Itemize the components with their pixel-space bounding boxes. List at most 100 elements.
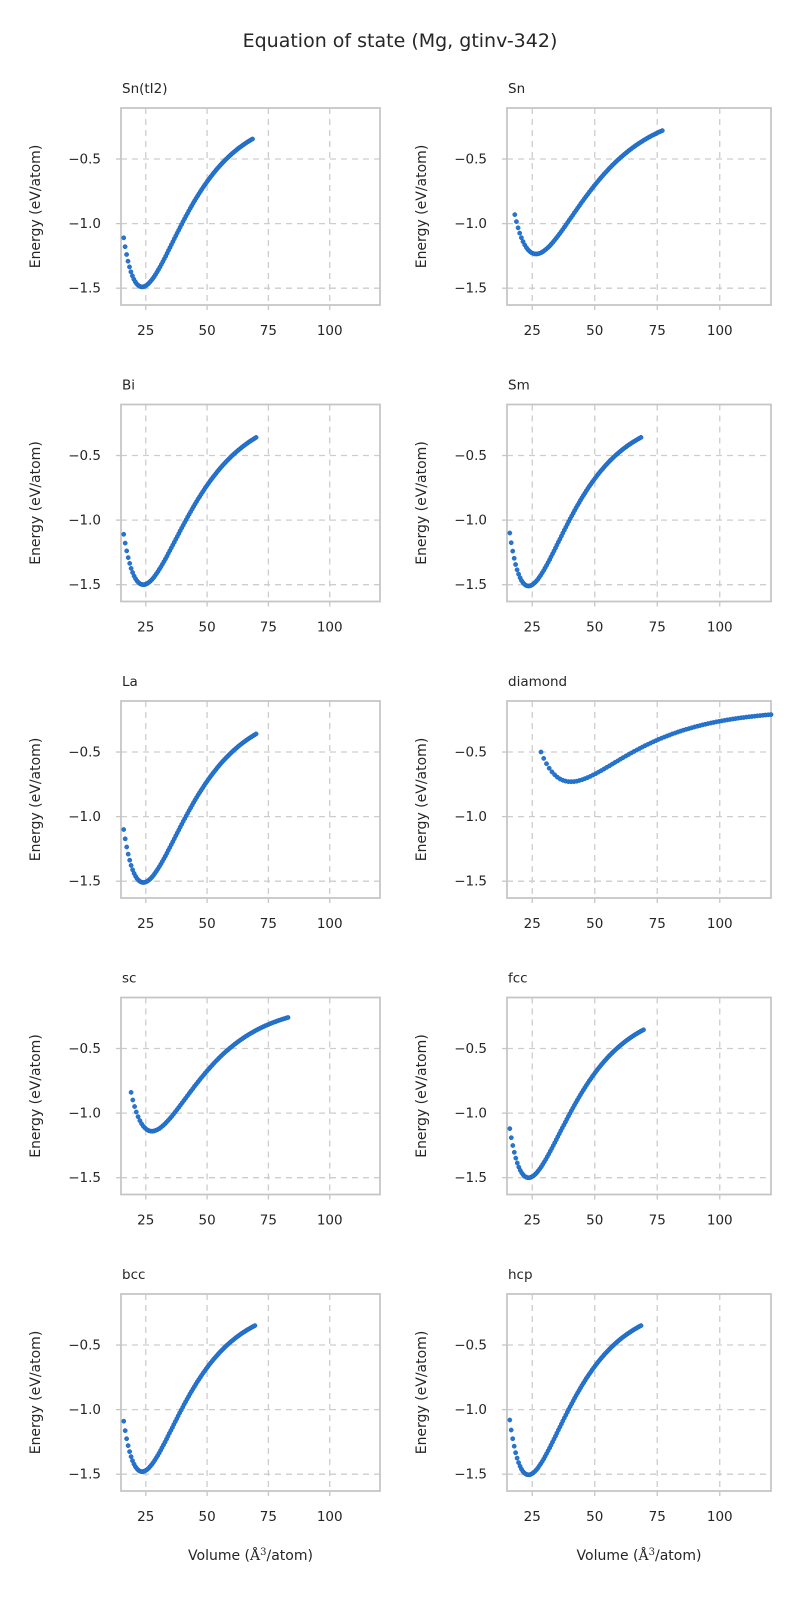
y-tick-label: −0.5 xyxy=(454,152,487,168)
data-point xyxy=(125,258,131,264)
data-point xyxy=(541,756,547,761)
grid-lines xyxy=(121,1294,380,1491)
data-point xyxy=(127,857,133,863)
scatter-series xyxy=(121,1323,258,1474)
y-tick-label: −1.0 xyxy=(454,216,487,232)
x-tick-label: 100 xyxy=(707,620,733,636)
data-point xyxy=(544,761,549,767)
data-point xyxy=(515,225,521,231)
plot-border xyxy=(506,996,772,1196)
grid-lines xyxy=(507,404,771,602)
data-point xyxy=(128,1454,134,1459)
subplot-bcc: bcc 25 50 75 100 −0.5 −1.0 −1.5 Energy (eV/atom)… xyxy=(28,1267,381,1564)
data-point xyxy=(124,548,130,554)
plot-border xyxy=(506,700,772,899)
x-tick-label: 50 xyxy=(198,1509,215,1525)
subplot-title: bcc xyxy=(122,1267,145,1283)
subplot-sm: Sm 25 50 75 100 −0.5 −1.0 −1.5 Energy (eV/atom) xyxy=(414,378,772,636)
x-tick-label: 25 xyxy=(137,620,154,636)
data-point xyxy=(549,769,555,775)
subplot-bi: Bi 25 50 75 100 −0.5 −1.0 −1.5 Energy (eV/atom) xyxy=(28,378,381,636)
plot-border xyxy=(506,1293,772,1492)
data-point xyxy=(514,1455,520,1461)
scatter-series xyxy=(128,1015,291,1134)
plot-border xyxy=(120,107,381,306)
data-point xyxy=(128,566,134,571)
y-tick-label: −1.5 xyxy=(68,281,101,297)
data-point xyxy=(125,1443,131,1448)
subplot-hcp: hcp 25 50 75 100 −0.5 −1.0 −1.5 Energy (eV/atom)… xyxy=(414,1267,772,1564)
y-axis-label: Energy (eV/atom) xyxy=(414,441,430,565)
data-point xyxy=(127,561,133,566)
x-tick-label: 50 xyxy=(198,916,215,932)
grid-lines xyxy=(121,997,380,1195)
y-tick-label: −1.5 xyxy=(454,1170,487,1186)
y-axis-label: Energy (eV/atom) xyxy=(414,1331,430,1455)
x-tick-label: 100 xyxy=(317,1509,343,1525)
scatter-series xyxy=(512,128,665,257)
x-tick-label: 25 xyxy=(137,916,154,932)
x-tick-label: 50 xyxy=(198,620,215,636)
figure-title: Equation of state (Mg, gtinv-342) xyxy=(243,30,558,52)
data-point xyxy=(638,1323,644,1328)
y-axis-label: Energy (eV/atom) xyxy=(28,1331,44,1455)
x-tick-label: 100 xyxy=(317,1213,343,1229)
data-point xyxy=(121,827,127,832)
x-tick-label: 25 xyxy=(524,1509,541,1525)
x-tick-label: 100 xyxy=(317,916,343,932)
data-point xyxy=(512,212,518,218)
subplot-title: Sm xyxy=(508,378,530,394)
y-axis-label: Energy (eV/atom) xyxy=(28,738,44,862)
data-point xyxy=(513,1155,519,1161)
y-axis-label: Energy (eV/atom) xyxy=(414,738,430,862)
x-tick-label: 100 xyxy=(707,1213,733,1229)
x-tick-label: 75 xyxy=(649,1509,666,1525)
y-tick-label: −1.0 xyxy=(454,1106,487,1122)
y-tick-label: −0.5 xyxy=(454,745,487,761)
scatter-series xyxy=(507,1323,644,1478)
y-tick-label: −0.5 xyxy=(68,152,101,168)
data-point xyxy=(638,435,644,440)
y-tick-label: −1.5 xyxy=(68,1467,101,1483)
grid-lines xyxy=(507,997,771,1195)
data-point xyxy=(513,562,518,567)
subplot-fcc: fcc 25 50 75 100 −0.5 −1.0 −1.5 Energy (eV/atom) xyxy=(414,971,772,1229)
y-axis-label: Energy (eV/atom) xyxy=(28,441,44,565)
scatter-series xyxy=(507,1027,646,1181)
x-tick-label: 75 xyxy=(649,1213,666,1229)
subplot-title: sc xyxy=(122,971,136,987)
y-tick-label: −0.5 xyxy=(68,1338,101,1354)
data-point xyxy=(132,1104,138,1109)
data-point xyxy=(511,555,517,561)
data-point xyxy=(768,712,774,717)
data-point xyxy=(133,1109,139,1115)
y-tick-label: −1.0 xyxy=(68,513,101,529)
x-tick-label: 25 xyxy=(524,1213,541,1229)
x-tick-label: 100 xyxy=(707,323,733,339)
data-point xyxy=(128,863,134,868)
x-tick-label: 50 xyxy=(586,620,603,636)
x-tick-label: 50 xyxy=(586,1509,603,1525)
y-tick-label: −0.5 xyxy=(68,1041,101,1057)
data-point xyxy=(127,264,132,270)
x-tick-label: 75 xyxy=(649,916,666,932)
x-tick-label: 25 xyxy=(137,1213,154,1229)
data-point xyxy=(121,235,127,241)
data-point xyxy=(508,1135,514,1141)
x-tick-label: 100 xyxy=(317,620,343,636)
tick-marks xyxy=(116,1047,331,1200)
y-tick-label: −1.5 xyxy=(68,1170,101,1186)
y-tick-label: −1.5 xyxy=(68,874,101,890)
data-point xyxy=(128,1090,134,1095)
x-tick-label: 25 xyxy=(524,916,541,932)
tick-marks xyxy=(502,158,721,310)
subplot-title: La xyxy=(122,674,138,690)
y-tick-label: −0.5 xyxy=(454,1338,487,1354)
x-tick-label: 100 xyxy=(317,323,343,339)
y-tick-label: −1.0 xyxy=(454,1402,487,1418)
grid-lines xyxy=(507,701,771,898)
data-point xyxy=(124,1436,129,1442)
data-point xyxy=(659,128,665,134)
data-point xyxy=(122,244,128,250)
y-tick-label: −1.0 xyxy=(68,1402,101,1418)
